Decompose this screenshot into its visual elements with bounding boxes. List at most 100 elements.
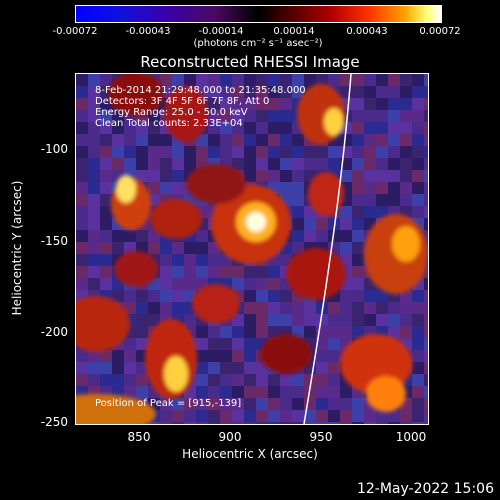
- image-cell: [208, 254, 220, 266]
- image-cell: [88, 242, 100, 254]
- image-cell: [100, 98, 112, 110]
- image-cell: [208, 98, 220, 110]
- image-cell: [316, 218, 328, 230]
- image-cell: [100, 374, 112, 386]
- image-cell: [340, 242, 352, 254]
- image-cell: [124, 386, 136, 398]
- image-cell: [76, 146, 88, 158]
- image-cell: [184, 398, 196, 410]
- image-cell: [328, 338, 340, 350]
- image-cell: [292, 158, 304, 170]
- image-cell: [220, 398, 232, 410]
- image-cell: [400, 194, 412, 206]
- image-cell: [364, 170, 376, 182]
- image-cell: [280, 86, 292, 98]
- image-cell: [316, 158, 328, 170]
- image-cell: [124, 302, 136, 314]
- image-cell: [376, 170, 388, 182]
- image-cell: [172, 266, 184, 278]
- image-cell: [112, 158, 124, 170]
- image-cell: [412, 122, 424, 134]
- image-cell: [268, 398, 280, 410]
- image-cell: [88, 170, 100, 182]
- emission-spot: [186, 164, 246, 204]
- image-cell: [196, 374, 208, 386]
- image-cell: [340, 410, 352, 422]
- colorbar-tick: 0.00014: [273, 26, 315, 37]
- image-cell: [268, 134, 280, 146]
- image-cell: [208, 326, 220, 338]
- image-cell: [316, 410, 328, 422]
- image-cell: [292, 74, 304, 86]
- image-cell: [208, 122, 220, 134]
- image-cell: [424, 110, 428, 122]
- image-cell: [124, 338, 136, 350]
- image-cell: [148, 314, 160, 326]
- colorbar-tick: 0.00043: [346, 26, 388, 37]
- image-cell: [424, 86, 428, 98]
- image-cell: [124, 350, 136, 362]
- image-cell: [124, 158, 136, 170]
- image-cell: [400, 326, 412, 338]
- image-cell: [388, 110, 400, 122]
- image-cell: [352, 326, 364, 338]
- image-cell: [148, 194, 160, 206]
- image-cell: [424, 266, 428, 278]
- image-cell: [208, 146, 220, 158]
- image-cell: [364, 410, 376, 422]
- image-cell: [76, 206, 88, 218]
- image-cell: [100, 122, 112, 134]
- image-cell: [424, 182, 428, 194]
- image-cell: [388, 302, 400, 314]
- image-cell: [268, 278, 280, 290]
- image-cell: [244, 170, 256, 182]
- emission-spot: [164, 356, 188, 392]
- image-cell: [184, 74, 196, 86]
- emission-spot: [308, 172, 344, 216]
- image-cell: [352, 182, 364, 194]
- image-cell: [256, 110, 268, 122]
- image-cell: [148, 182, 160, 194]
- image-cell: [160, 422, 172, 424]
- image-cell: [244, 158, 256, 170]
- image-cell: [352, 266, 364, 278]
- image-cell: [376, 206, 388, 218]
- image-cell: [268, 98, 280, 110]
- image-cell: [256, 410, 268, 422]
- image-cell: [352, 110, 364, 122]
- image-cell: [76, 194, 88, 206]
- image-cell: [268, 374, 280, 386]
- image-cell: [76, 254, 88, 266]
- image-cell: [88, 134, 100, 146]
- image-cell: [76, 362, 88, 374]
- image-cell: [208, 110, 220, 122]
- image-cell: [376, 122, 388, 134]
- x-tick-label: 1000: [395, 430, 427, 444]
- image-cell: [232, 374, 244, 386]
- image-cell: [412, 134, 424, 146]
- image-cell: [412, 398, 424, 410]
- image-cell: [136, 158, 148, 170]
- image-cell: [196, 134, 208, 146]
- image-cell: [340, 146, 352, 158]
- image-cell: [100, 206, 112, 218]
- image-cell: [148, 122, 160, 134]
- image-cell: [364, 110, 376, 122]
- image-cell: [220, 146, 232, 158]
- colorbar-units: (photons cm⁻² s⁻¹ asec⁻²): [193, 38, 323, 49]
- emission-spot: [392, 226, 420, 262]
- image-cell: [292, 206, 304, 218]
- image-cell: [88, 374, 100, 386]
- image-cell: [292, 218, 304, 230]
- image-cell: [424, 278, 428, 290]
- image-cell: [148, 290, 160, 302]
- image-cell: [316, 374, 328, 386]
- image-cell: [364, 302, 376, 314]
- image-cell: [316, 74, 328, 86]
- image-cell: [376, 422, 388, 424]
- image-cell: [304, 230, 316, 242]
- image-cell: [244, 290, 256, 302]
- emission-spot: [76, 394, 156, 424]
- image-cell: [280, 98, 292, 110]
- image-cell: [76, 98, 88, 110]
